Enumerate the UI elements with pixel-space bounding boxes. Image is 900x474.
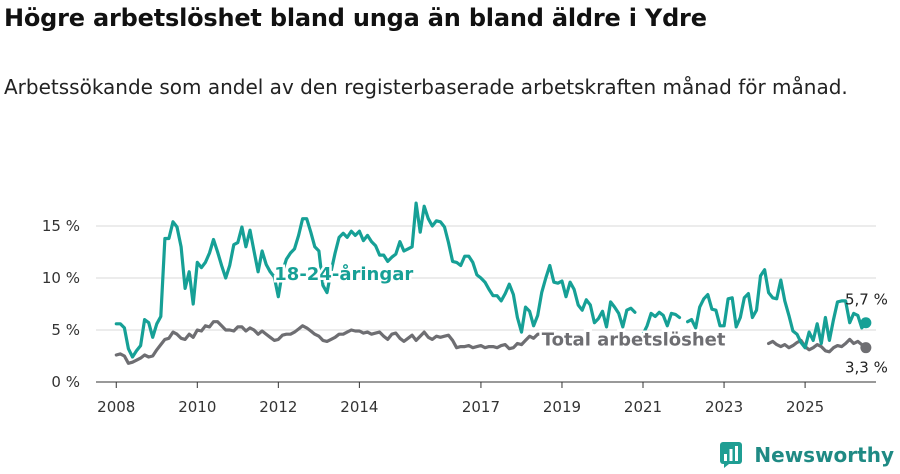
y-tick-label: 15 % xyxy=(42,217,80,235)
youth-series-end-point xyxy=(860,317,872,329)
total-end-label: 3,3 % xyxy=(845,359,888,377)
brand-logo: Newsworthy xyxy=(720,442,894,468)
youth-series-line xyxy=(114,201,637,359)
y-tick-label: 10 % xyxy=(42,269,80,287)
total-series-line xyxy=(114,320,560,365)
x-tick-label: 2008 xyxy=(97,398,135,416)
youth-series-line xyxy=(641,310,682,336)
total-series-line xyxy=(767,337,868,354)
brand-name: Newsworthy xyxy=(754,443,894,467)
x-tick-label: 2010 xyxy=(178,398,216,416)
y-tick-label: 0 % xyxy=(51,373,80,391)
youth-series-label: 18-24-åringar xyxy=(274,263,413,285)
x-tick-label: 2021 xyxy=(624,398,662,416)
series-lines xyxy=(114,201,872,365)
x-tick-label: 2025 xyxy=(786,398,824,416)
x-tick-label: 2019 xyxy=(543,398,581,416)
newsworthy-logo-icon xyxy=(720,442,743,468)
x-tick-label: 2017 xyxy=(462,398,500,416)
x-tick-label: 2023 xyxy=(705,398,743,416)
chart-title: Högre arbetslöshet bland unga än bland ä… xyxy=(4,4,707,32)
youth-end-label: 5,7 % xyxy=(845,291,888,309)
youth-series-line xyxy=(686,268,868,350)
total-series-label: Total arbetslöshet xyxy=(542,330,726,351)
x-tick-label: 2012 xyxy=(259,398,297,416)
x-axis: 2008 2010 2012 2014 2017 2019 2021 2023 2025 xyxy=(96,381,876,416)
total-series-end-point xyxy=(860,342,872,354)
y-tick-label: 5 % xyxy=(51,321,80,339)
y-axis-labels: 0 % 5 % 10 % 15 % xyxy=(42,217,80,391)
x-tick-label: 2014 xyxy=(340,398,378,416)
chart-subtitle: Arbetssökande som andel av den registerb… xyxy=(4,75,848,99)
series-labels: 18-24-åringar Total arbetslöshet 5,7 % 3,3 … xyxy=(272,261,888,377)
